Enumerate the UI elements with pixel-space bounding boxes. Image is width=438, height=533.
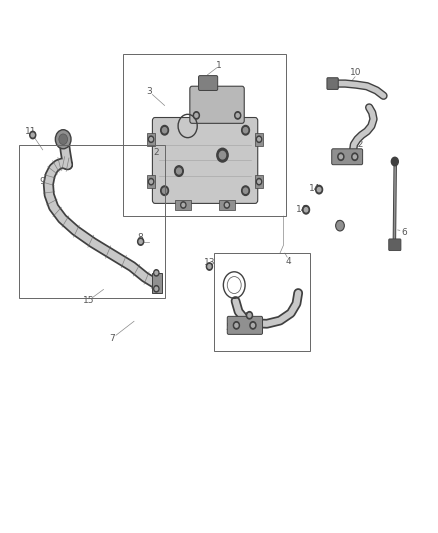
Bar — [219, 200, 235, 210]
Circle shape — [148, 136, 154, 142]
Circle shape — [55, 130, 71, 149]
Circle shape — [162, 127, 167, 133]
Bar — [19, 144, 165, 298]
Circle shape — [256, 179, 261, 185]
Circle shape — [59, 134, 67, 144]
Text: 14: 14 — [309, 183, 321, 192]
FancyBboxPatch shape — [227, 317, 262, 334]
Circle shape — [31, 133, 34, 137]
Circle shape — [208, 265, 211, 268]
Circle shape — [353, 155, 356, 159]
Circle shape — [193, 112, 199, 119]
Circle shape — [303, 206, 310, 214]
FancyBboxPatch shape — [198, 76, 218, 91]
Text: 5: 5 — [225, 323, 230, 332]
Circle shape — [161, 125, 169, 135]
Circle shape — [339, 155, 343, 159]
Circle shape — [233, 321, 240, 329]
Bar — [214, 253, 311, 351]
Text: 8: 8 — [138, 233, 144, 242]
Circle shape — [30, 131, 36, 139]
Bar — [152, 273, 162, 293]
Circle shape — [248, 313, 251, 317]
Text: 14: 14 — [296, 205, 307, 214]
Circle shape — [155, 271, 158, 274]
Bar — [176, 200, 191, 210]
Circle shape — [148, 179, 154, 185]
Circle shape — [150, 180, 152, 183]
Circle shape — [195, 114, 198, 117]
Circle shape — [244, 188, 248, 193]
Text: 9: 9 — [40, 177, 46, 186]
Circle shape — [244, 127, 248, 133]
Bar — [147, 133, 155, 146]
Circle shape — [182, 204, 185, 207]
Circle shape — [154, 270, 159, 276]
Circle shape — [318, 188, 321, 192]
Text: 1: 1 — [216, 61, 222, 69]
Bar — [147, 175, 155, 188]
Circle shape — [226, 204, 228, 207]
Text: 7: 7 — [110, 334, 115, 343]
Bar — [123, 54, 286, 216]
FancyBboxPatch shape — [389, 239, 401, 251]
Circle shape — [304, 208, 308, 212]
Text: 9: 9 — [336, 220, 342, 229]
Circle shape — [236, 114, 239, 117]
Circle shape — [251, 324, 254, 327]
Circle shape — [177, 168, 181, 174]
Circle shape — [206, 263, 212, 270]
Bar — [255, 133, 263, 146]
FancyBboxPatch shape — [332, 149, 363, 165]
Circle shape — [155, 287, 158, 290]
Circle shape — [181, 202, 186, 208]
Circle shape — [247, 312, 253, 319]
Circle shape — [391, 157, 398, 166]
Circle shape — [138, 238, 144, 245]
Circle shape — [258, 180, 260, 183]
Circle shape — [162, 188, 167, 193]
Text: 4: 4 — [286, 257, 291, 265]
Circle shape — [150, 138, 152, 141]
Circle shape — [352, 153, 358, 160]
Circle shape — [250, 321, 256, 329]
Circle shape — [139, 240, 142, 244]
Circle shape — [258, 138, 260, 141]
Circle shape — [242, 125, 250, 135]
Circle shape — [242, 186, 250, 196]
Text: 11: 11 — [25, 127, 37, 136]
FancyBboxPatch shape — [190, 86, 244, 123]
FancyBboxPatch shape — [152, 117, 258, 204]
Text: 7: 7 — [244, 312, 250, 321]
Text: 10: 10 — [350, 68, 362, 77]
Circle shape — [175, 166, 184, 176]
Circle shape — [235, 324, 238, 327]
Circle shape — [217, 148, 228, 162]
Circle shape — [161, 186, 169, 196]
Text: 3: 3 — [146, 87, 152, 96]
Text: 13: 13 — [204, 259, 215, 267]
Text: 2: 2 — [153, 148, 159, 157]
Text: 15: 15 — [83, 296, 94, 305]
Circle shape — [154, 286, 159, 292]
Text: 6: 6 — [401, 228, 407, 237]
Circle shape — [336, 220, 344, 231]
Circle shape — [256, 136, 261, 142]
Circle shape — [316, 185, 322, 194]
Text: 12: 12 — [353, 140, 364, 149]
Bar — [255, 175, 263, 188]
Circle shape — [338, 153, 344, 160]
Circle shape — [224, 202, 230, 208]
Circle shape — [219, 151, 226, 159]
Circle shape — [235, 112, 241, 119]
FancyBboxPatch shape — [327, 78, 338, 90]
